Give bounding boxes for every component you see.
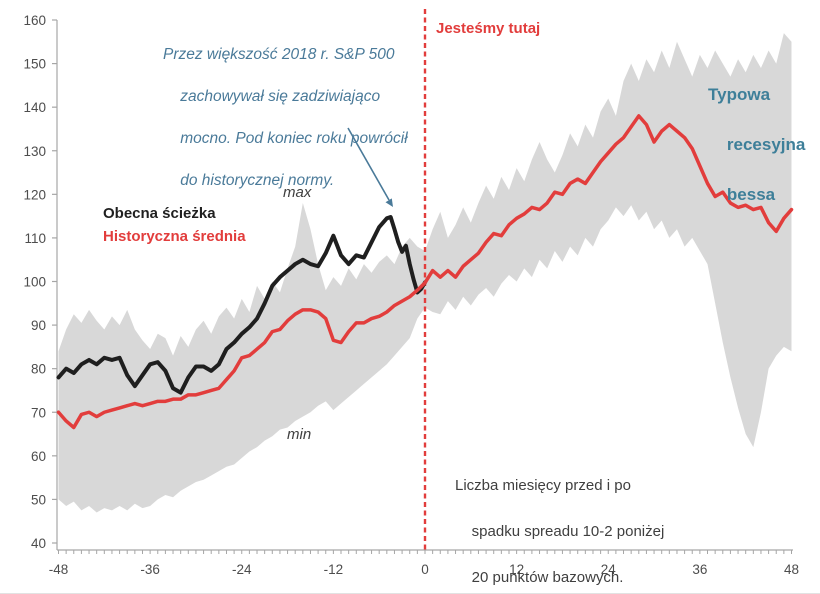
y-tick-label: 120 — [23, 187, 46, 202]
y-tick-label: 110 — [24, 231, 46, 246]
x-axis-description-note: Liczba miesięcy przed i po spadku spread… — [455, 477, 665, 586]
y-tick-label: 160 — [23, 13, 46, 28]
annotation-2018-text: Przez większość 2018 r. S&P 500 zachowyw… — [163, 46, 408, 189]
band-min-label: min — [287, 426, 312, 443]
x-tick-label: 24 — [601, 562, 617, 577]
y-tick-label: 90 — [31, 318, 46, 333]
typical-recession-bear-label: Typowa recesyjna bessa — [708, 85, 806, 204]
y-tick-label: 60 — [31, 449, 46, 464]
we-are-here-label: Jesteśmy tutaj — [436, 20, 541, 37]
historical-average-line — [56, 114, 794, 430]
x-tick-label: -24 — [232, 562, 252, 577]
x-tick-label: 48 — [784, 562, 799, 577]
y-tick-label: 140 — [23, 100, 46, 115]
current-path-line — [56, 214, 427, 395]
x-tick-label: 0 — [421, 562, 429, 577]
y-tick-label: 50 — [31, 492, 46, 507]
y-tick-label: 130 — [23, 144, 46, 159]
y-tick-label: 100 — [23, 275, 46, 290]
x-tick-label: -36 — [140, 562, 160, 577]
annotation-arrow-head — [385, 198, 393, 207]
band-max-label: max — [283, 184, 312, 201]
legend-current-path: Obecna ścieżka — [103, 205, 216, 222]
x-tick-label: -12 — [324, 562, 344, 577]
legend-historical-average: Historyczna średnia — [103, 228, 246, 245]
x-tick-label: 12 — [509, 562, 524, 577]
y-tick-label: 150 — [23, 57, 46, 72]
x-tick-label: 36 — [692, 562, 707, 577]
x-tick-label: -48 — [49, 562, 69, 577]
y-tick-label: 40 — [31, 536, 46, 551]
y-tick-label: 70 — [31, 405, 46, 420]
y-tick-label: 80 — [31, 362, 46, 377]
annotation-arrow-shaft — [347, 127, 390, 201]
